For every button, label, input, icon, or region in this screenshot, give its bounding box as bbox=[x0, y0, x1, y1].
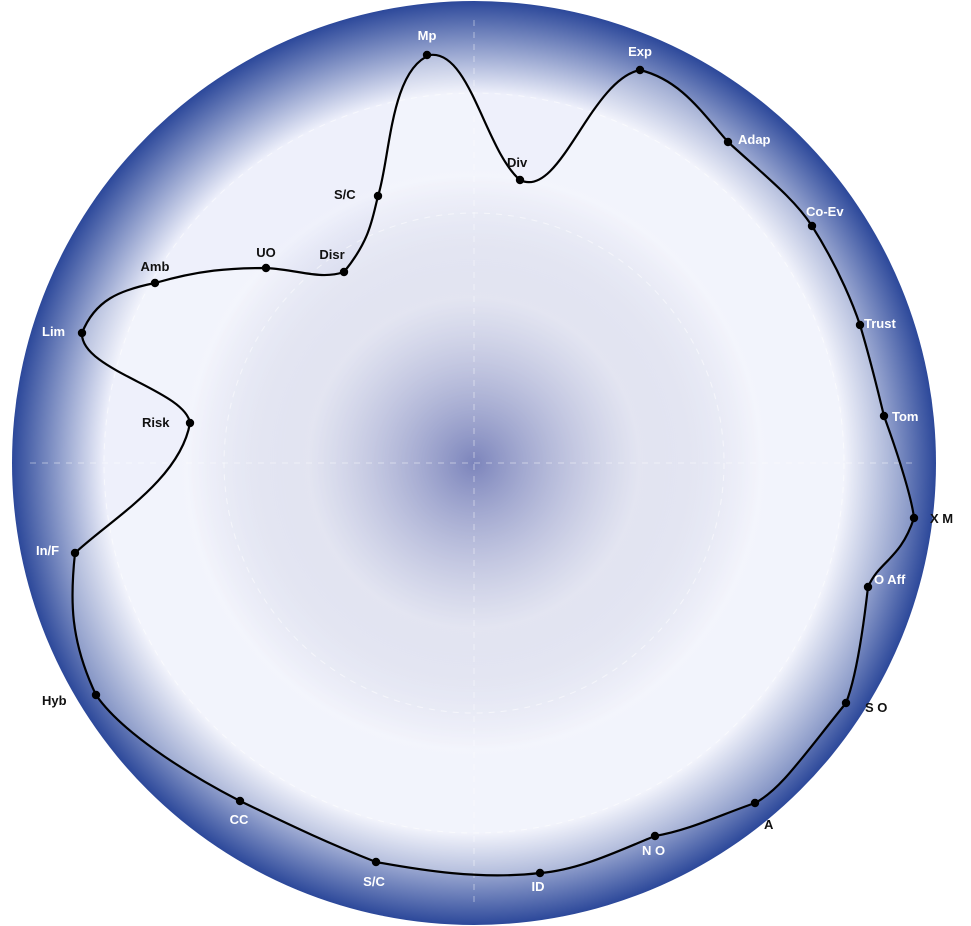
node-label-cc: CC bbox=[230, 812, 249, 827]
node-dot-lim bbox=[77, 328, 87, 338]
node-div: Div bbox=[507, 155, 528, 185]
node-xm: X M bbox=[909, 511, 953, 526]
node-dot-xm bbox=[909, 513, 919, 523]
node-uo: UO bbox=[256, 245, 276, 273]
node-cc: CC bbox=[230, 796, 249, 827]
node-label-uo: UO bbox=[256, 245, 276, 260]
guide-ring-inner bbox=[223, 212, 725, 714]
node-dot-adap bbox=[723, 137, 733, 147]
node-dot-cc bbox=[235, 796, 245, 806]
node-dot-s-o bbox=[841, 698, 851, 708]
node-label-o-aff: O Aff bbox=[874, 572, 906, 587]
node-trust: Trust bbox=[855, 316, 896, 331]
node-dot-mp bbox=[422, 50, 432, 60]
node-dot-div bbox=[515, 175, 525, 185]
node-label-trust: Trust bbox=[864, 316, 896, 331]
node-label-in-f: In/F bbox=[36, 543, 59, 558]
node-dot-id bbox=[535, 868, 545, 878]
node-label-tom: Tom bbox=[892, 409, 918, 424]
node-label-div: Div bbox=[507, 155, 528, 170]
node-dot-s-c-top bbox=[373, 191, 383, 201]
node-s-c-top: S/C bbox=[334, 187, 383, 202]
node-dot-tom bbox=[879, 411, 889, 421]
guide-axes bbox=[30, 20, 918, 906]
node-lim: Lim bbox=[42, 324, 87, 339]
node-label-risk: Risk bbox=[142, 415, 170, 430]
node-label-hyb: Hyb bbox=[42, 693, 67, 708]
node-dot-amb bbox=[150, 278, 160, 288]
node-label-amb: Amb bbox=[141, 259, 170, 274]
node-dot-o-aff bbox=[863, 582, 873, 592]
node-dot-n-o bbox=[650, 831, 660, 841]
node-dot-disr bbox=[339, 267, 349, 277]
node-risk: Risk bbox=[142, 415, 195, 430]
profile-shaded-region bbox=[72, 54, 914, 876]
node-label-id: ID bbox=[532, 879, 545, 894]
node-tom: Tom bbox=[879, 409, 918, 424]
node-label-s-o: S O bbox=[865, 700, 887, 715]
node-label-n-o: N O bbox=[642, 843, 665, 858]
inner-glow-ring bbox=[174, 163, 774, 763]
node-label-mp: Mp bbox=[418, 28, 437, 43]
node-label-exp: Exp bbox=[628, 44, 652, 59]
node-amb: Amb bbox=[141, 259, 170, 288]
node-label-xm: X M bbox=[930, 511, 953, 526]
node-exp: Exp bbox=[628, 44, 652, 75]
node-mp: Mp bbox=[418, 28, 437, 60]
node-adap: Adap bbox=[723, 132, 771, 147]
node-dot-s-c-bottom bbox=[371, 857, 381, 867]
node-id: ID bbox=[532, 868, 545, 894]
node-s-o: S O bbox=[841, 698, 887, 715]
node-dot-in-f bbox=[70, 548, 80, 558]
node-dot-trust bbox=[855, 320, 865, 330]
node-label-disr: Disr bbox=[319, 247, 344, 262]
guide-rings bbox=[103, 92, 845, 834]
node-label-co-ev: Co-Ev bbox=[806, 204, 844, 219]
node-o-aff: O Aff bbox=[863, 572, 906, 592]
node-n-o: N O bbox=[642, 831, 665, 858]
node-layer: Mp Exp Adap Co-Ev Trust Tom X M O Aff S O A N O ID S… bbox=[36, 28, 953, 894]
node-dot-exp bbox=[635, 65, 645, 75]
node-hyb: Hyb bbox=[42, 690, 101, 708]
node-in-f: In/F bbox=[36, 543, 80, 558]
node-label-a: A bbox=[764, 817, 774, 832]
node-dot-a bbox=[750, 798, 760, 808]
node-a: A bbox=[750, 798, 774, 832]
node-disr: Disr bbox=[319, 247, 349, 277]
node-dot-hyb bbox=[91, 690, 101, 700]
guide-ring-outer bbox=[103, 92, 845, 834]
node-label-lim: Lim bbox=[42, 324, 65, 339]
node-label-s-c-top: S/C bbox=[334, 187, 356, 202]
node-dot-risk bbox=[185, 418, 195, 428]
node-co-ev: Co-Ev bbox=[806, 204, 844, 231]
node-label-s-c-bottom: S/C bbox=[363, 874, 385, 889]
node-label-adap: Adap bbox=[738, 132, 771, 147]
node-dot-uo bbox=[261, 263, 271, 273]
node-dot-co-ev bbox=[807, 221, 817, 231]
node-s-c-bottom: S/C bbox=[363, 857, 385, 889]
